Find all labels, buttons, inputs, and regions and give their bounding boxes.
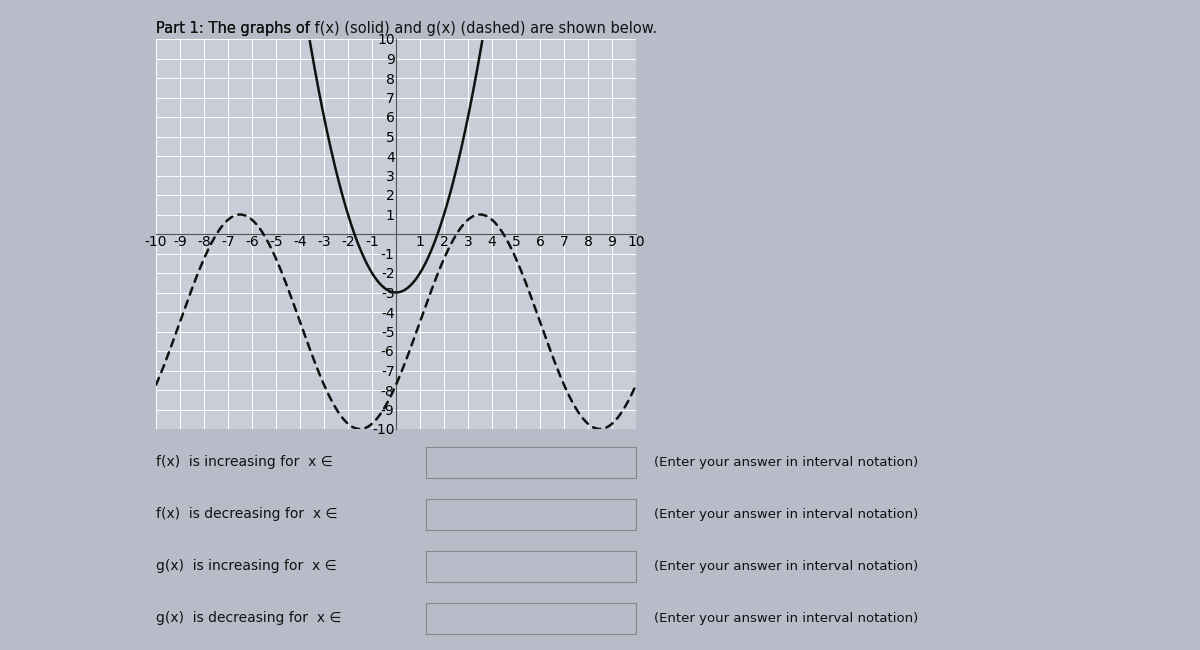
Text: f(x)  is decreasing for  x ∈: f(x) is decreasing for x ∈ — [156, 507, 337, 521]
Text: f(x)  is increasing for  x ∈: f(x) is increasing for x ∈ — [156, 455, 332, 469]
Text: (Enter your answer in interval notation): (Enter your answer in interval notation) — [654, 508, 918, 521]
Text: (Enter your answer in interval notation): (Enter your answer in interval notation) — [654, 560, 918, 573]
Text: Part 1: The graphs of: Part 1: The graphs of — [156, 21, 314, 36]
Text: g(x)  is decreasing for  x ∈: g(x) is decreasing for x ∈ — [156, 611, 342, 625]
Text: (Enter your answer in interval notation): (Enter your answer in interval notation) — [654, 612, 918, 625]
Text: Part 1: The graphs of f(x) (solid) and g(x) (dashed) are shown below.: Part 1: The graphs of f(x) (solid) and g… — [156, 21, 658, 36]
Text: (Enter your answer in interval notation): (Enter your answer in interval notation) — [654, 456, 918, 469]
Text: g(x)  is increasing for  x ∈: g(x) is increasing for x ∈ — [156, 559, 337, 573]
